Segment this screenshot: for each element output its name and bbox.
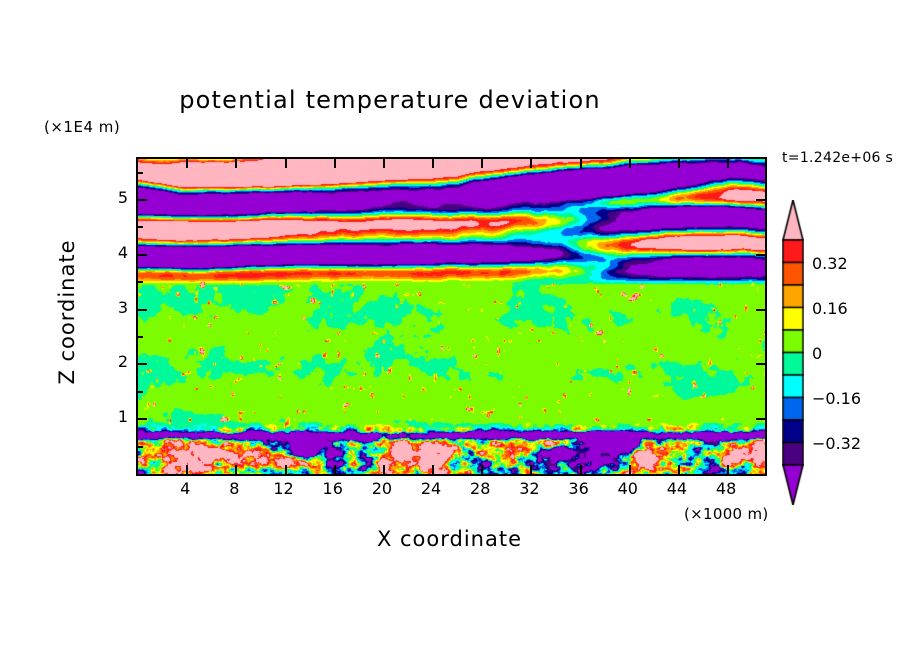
contour-field (138, 159, 765, 474)
x-tick-mark (481, 159, 484, 168)
x-tick-label: 4 (180, 479, 191, 498)
y-tick-label: 2 (117, 352, 128, 372)
x-tick-mark (235, 465, 238, 474)
x-tick-label: 8 (229, 479, 240, 498)
y-tick-label: 4 (117, 242, 128, 262)
y-tick-mark (756, 418, 765, 421)
y-minor-tick-mark (138, 336, 143, 339)
x-tick-label: 20 (371, 479, 393, 498)
y-minor-tick-mark (138, 226, 143, 229)
x-tick-mark (284, 465, 287, 474)
x-axis-title: X coordinate (376, 527, 523, 551)
colorbar-tick-label: −0.32 (812, 433, 862, 453)
x-tick-mark (186, 465, 189, 474)
x-tick-mark (628, 465, 631, 474)
y-minor-tick-mark (138, 445, 143, 448)
x-tick-mark (186, 159, 189, 168)
x-tick-mark (432, 465, 435, 474)
x-tick-label: 32 (519, 479, 540, 498)
x-tick-mark (432, 159, 435, 168)
colorbar-tick-label: −0.16 (812, 388, 862, 408)
x-tick-mark (727, 159, 730, 168)
x-tick-mark (579, 159, 582, 168)
x-tick-label: 36 (568, 479, 589, 498)
y-tick-label: 1 (117, 407, 128, 427)
x-tick-mark (481, 465, 484, 474)
x-tick-label: 48 (715, 479, 737, 498)
x-tick-mark (333, 465, 336, 474)
y-tick-mark (138, 253, 147, 256)
colorbar-tick-label: 0.32 (812, 253, 848, 273)
plot-area (136, 157, 767, 476)
x-tick-label: 16 (322, 479, 343, 498)
x-tick-mark (677, 159, 680, 168)
x-axis-units: (×1000 m) (684, 505, 769, 523)
y-axis-title: Z coordinate (55, 239, 79, 385)
x-tick-mark (579, 465, 582, 474)
x-tick-mark (677, 465, 680, 474)
y-tick-mark (138, 308, 147, 311)
x-tick-mark (727, 465, 730, 474)
colorbar (782, 200, 804, 505)
x-tick-label: 24 (420, 479, 442, 498)
y-tick-mark (756, 199, 765, 202)
time-annotation: t=1.242e+06 s (782, 150, 894, 166)
y-minor-tick-mark (138, 171, 143, 174)
x-tick-label: 12 (273, 479, 294, 498)
colorbar-tick-label: 0 (812, 343, 823, 363)
y-tick-mark (756, 253, 765, 256)
x-tick-mark (530, 465, 533, 474)
colorbar-tick-label: 0.16 (812, 298, 848, 318)
x-tick-mark (530, 159, 533, 168)
y-tick-mark (756, 308, 765, 311)
x-tick-mark (382, 465, 385, 474)
y-tick-label: 3 (117, 297, 128, 317)
y-tick-mark (138, 418, 147, 421)
y-tick-mark (138, 363, 147, 366)
page-title: potential temperature deviation (179, 86, 601, 114)
y-axis-units: (×1E4 m) (44, 118, 121, 136)
y-tick-mark (756, 363, 765, 366)
x-tick-label: 28 (470, 479, 491, 498)
y-tick-label: 5 (117, 188, 128, 208)
x-tick-mark (628, 159, 631, 168)
x-tick-label: 40 (617, 479, 638, 498)
x-tick-mark (333, 159, 336, 168)
y-tick-mark (138, 199, 147, 202)
x-tick-mark (235, 159, 238, 168)
x-tick-label: 44 (666, 479, 688, 498)
y-minor-tick-mark (138, 390, 143, 393)
x-tick-mark (382, 159, 385, 168)
y-minor-tick-mark (138, 281, 143, 284)
x-tick-mark (284, 159, 287, 168)
